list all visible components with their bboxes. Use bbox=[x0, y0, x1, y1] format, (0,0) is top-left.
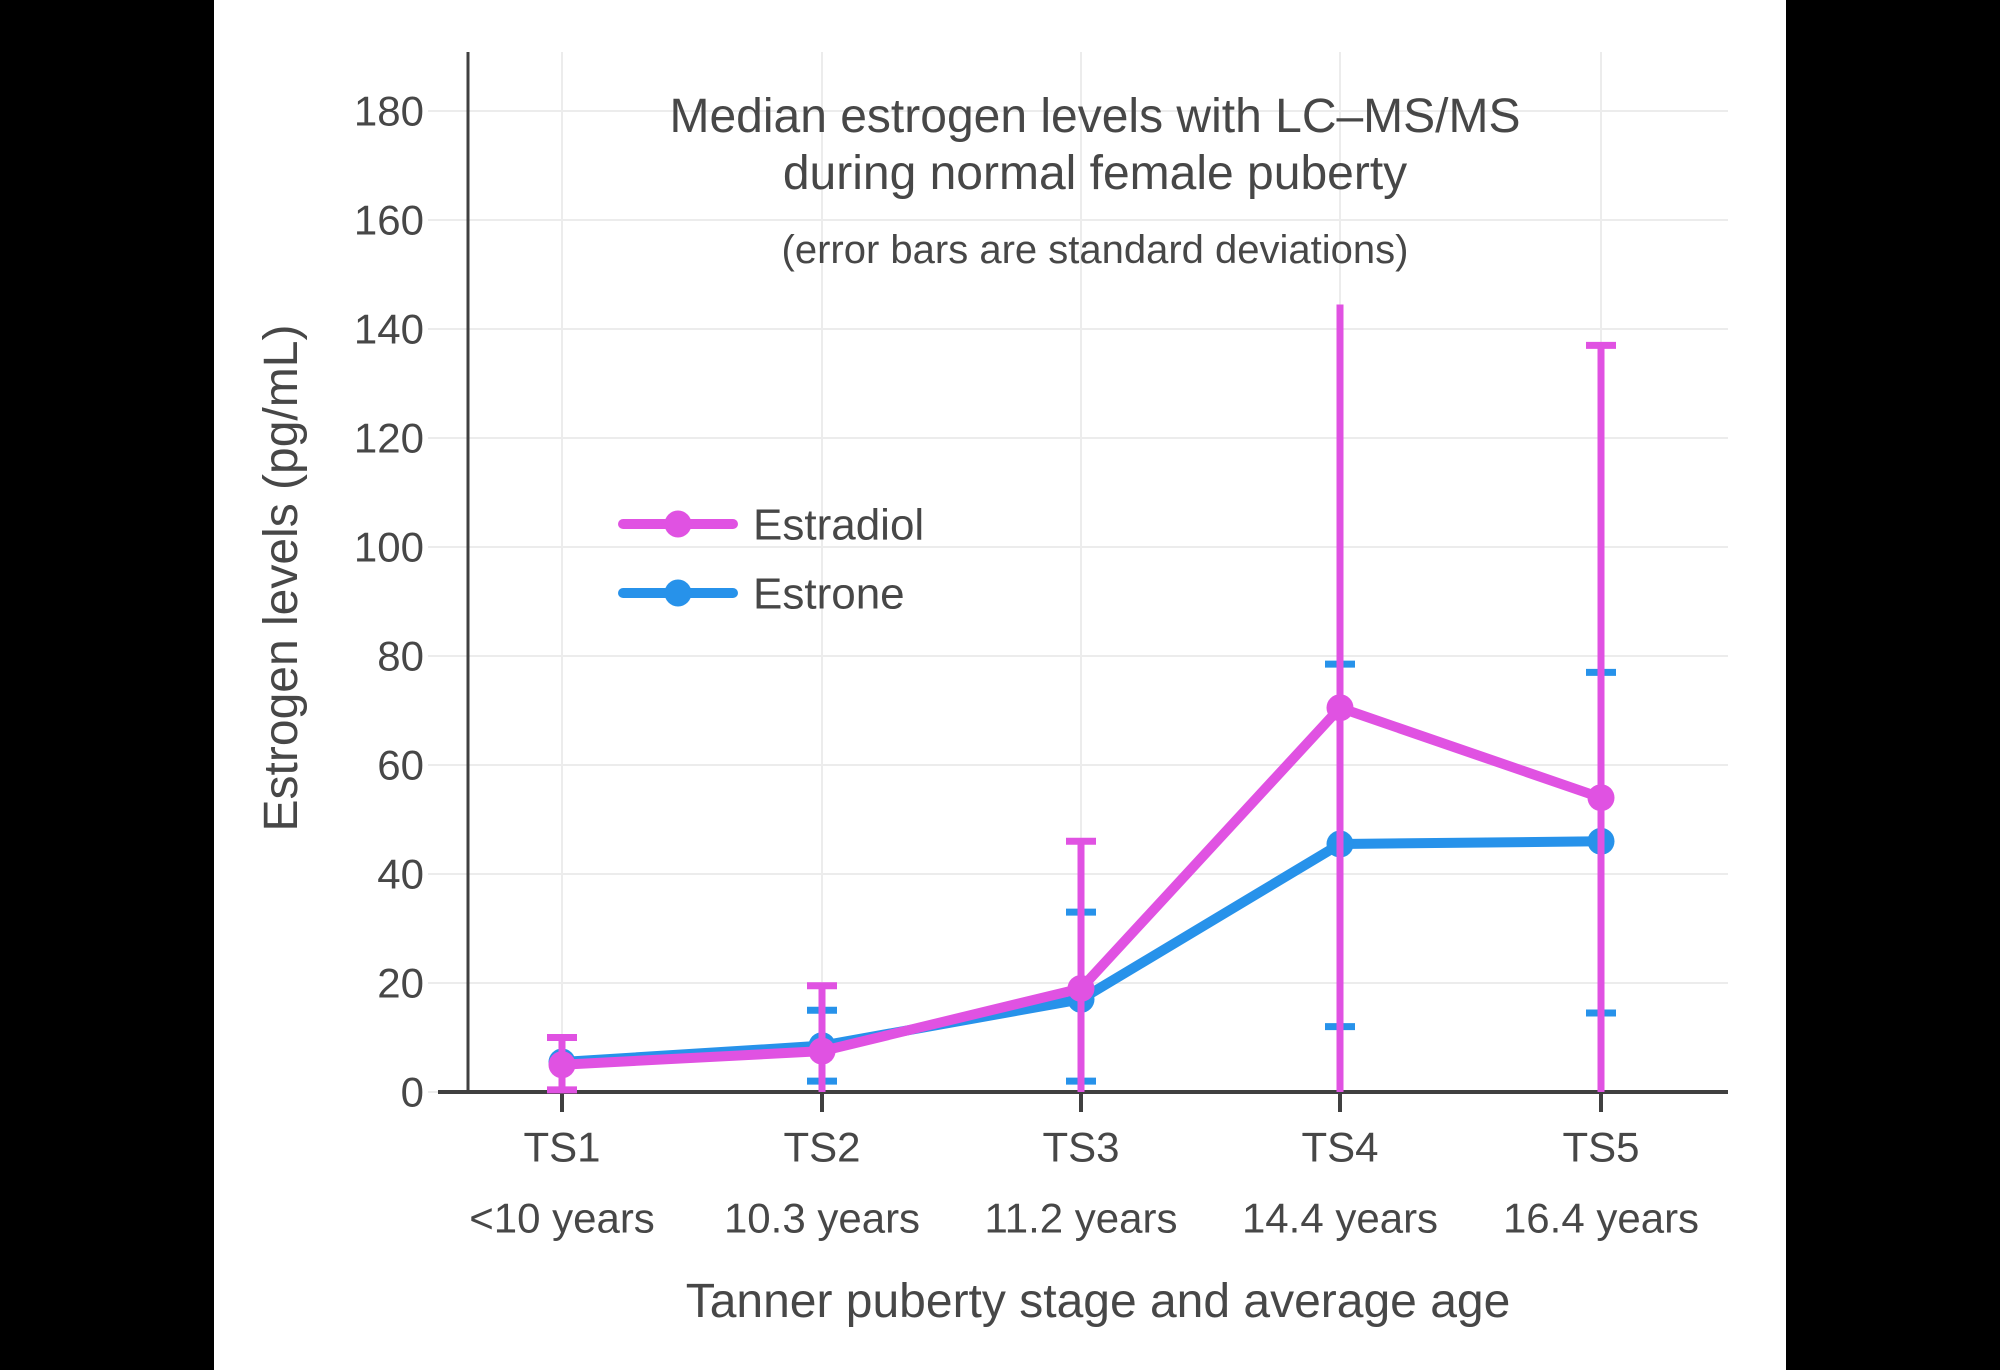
y-tick-labels: 0 20 40 60 80 100 120 140 160 180 bbox=[354, 88, 424, 1116]
x-tick-label: TS4 bbox=[1301, 1124, 1378, 1171]
legend: Estradiol Estrone bbox=[618, 500, 924, 618]
y-tick-label: 20 bbox=[377, 960, 424, 1007]
x-tick-label: TS1 bbox=[523, 1124, 600, 1171]
chart-title-line2: during normal female puberty bbox=[783, 147, 1407, 200]
y-tick-label: 0 bbox=[401, 1069, 424, 1116]
data-point bbox=[1326, 694, 1354, 722]
series-estradiol bbox=[547, 304, 1616, 1094]
data-point bbox=[548, 1051, 576, 1079]
legend-marker-dot bbox=[664, 579, 692, 607]
chart-subtitle: (error bars are standard deviations) bbox=[782, 228, 1409, 272]
y-tick-label: 100 bbox=[354, 524, 424, 571]
x-tick-label: TS2 bbox=[783, 1124, 860, 1171]
legend-marker-dot bbox=[664, 510, 692, 538]
data-point bbox=[1067, 974, 1095, 1002]
x-tick-labels: TS1 TS2 TS3 TS4 TS5 <10 years 10.3 years 11.2 y… bbox=[469, 1124, 1699, 1242]
y-tick-label: 40 bbox=[377, 851, 424, 898]
y-tick-label: 60 bbox=[377, 742, 424, 789]
y-tick-label: 160 bbox=[354, 197, 424, 244]
legend-label: Estradiol bbox=[753, 500, 924, 549]
data-point bbox=[808, 1037, 836, 1065]
x-tick-sublabel: 10.3 years bbox=[724, 1195, 920, 1242]
y-tick-label: 140 bbox=[354, 306, 424, 353]
x-axis-title: Tanner puberty stage and average age bbox=[686, 1275, 1511, 1328]
x-tick-sublabel: 16.4 years bbox=[1503, 1195, 1699, 1242]
x-tick-sublabel: <10 years bbox=[469, 1195, 655, 1242]
data-point bbox=[1587, 784, 1615, 812]
y-axis-title: Estrogen levels (pg/mL) bbox=[255, 325, 308, 832]
legend-item-estradiol[interactable]: Estradiol bbox=[618, 500, 924, 549]
x-tick-sublabel: 14.4 years bbox=[1242, 1195, 1438, 1242]
legend-item-estrone[interactable]: Estrone bbox=[618, 569, 905, 618]
y-tick-label: 180 bbox=[354, 88, 424, 135]
x-tick-label: TS5 bbox=[1562, 1124, 1639, 1171]
chart-title-line1: Median estrogen levels with LC–MS/MS bbox=[669, 90, 1520, 143]
x-tick-label: TS3 bbox=[1042, 1124, 1119, 1171]
y-tick-label: 80 bbox=[377, 633, 424, 680]
legend-label: Estrone bbox=[753, 569, 905, 618]
x-tick-sublabel: 11.2 years bbox=[985, 1195, 1178, 1242]
y-tick-label: 120 bbox=[354, 415, 424, 462]
chart-panel: 0 20 40 60 80 100 120 140 160 180 TS1 TS2 TS3 TS4 TS5 <… bbox=[214, 0, 1786, 1370]
